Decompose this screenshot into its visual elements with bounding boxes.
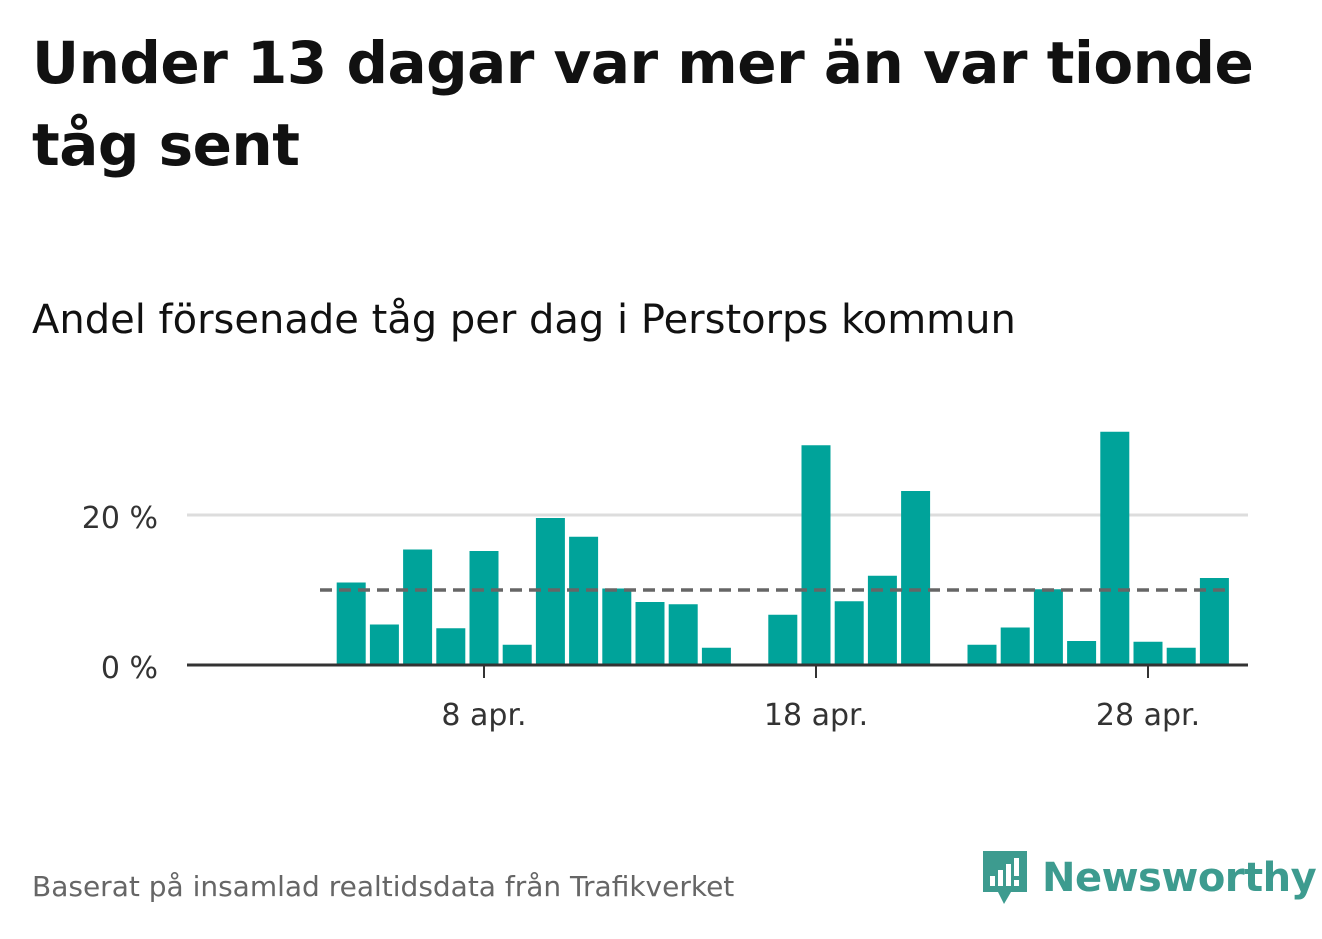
newsworthy-logo-icon bbox=[983, 851, 1027, 904]
bar-apr-30 bbox=[1199, 578, 1229, 665]
bar-apr-13 bbox=[635, 602, 665, 665]
y-tick-label: 0 % bbox=[101, 651, 158, 686]
bar-apr-26 bbox=[1067, 641, 1097, 665]
bar-apr-8 bbox=[469, 551, 499, 665]
bar-apr-9 bbox=[502, 644, 532, 665]
bar-apr-23 bbox=[967, 644, 997, 665]
bar-apr-28 bbox=[1133, 641, 1163, 665]
x-tick-label: 18 apr. bbox=[764, 698, 868, 733]
bar-apr-7 bbox=[436, 628, 466, 665]
bar-apr-29 bbox=[1166, 647, 1196, 665]
y-tick-label: 20 % bbox=[82, 501, 158, 536]
bar-apr-24 bbox=[1000, 627, 1030, 665]
bar-apr-6 bbox=[403, 549, 433, 665]
newsworthy-logo-text: Newsworthy bbox=[1042, 855, 1317, 901]
chart-title: Under 13 dagar var mer än var tionde tåg… bbox=[32, 29, 1254, 179]
bar-apr-21 bbox=[901, 491, 931, 665]
source-note: Baserat på insamlad realtidsdata från Tr… bbox=[32, 870, 735, 903]
chart-subtitle: Andel försenade tåg per dag i Perstorps … bbox=[32, 297, 1016, 343]
bar-apr-18 bbox=[801, 445, 831, 665]
newsworthy-logo: Newsworthy bbox=[980, 848, 1317, 908]
x-tick-label: 8 apr. bbox=[441, 698, 526, 733]
x-tick-label: 28 apr. bbox=[1096, 698, 1200, 733]
bar-apr-15 bbox=[701, 647, 731, 665]
bar-apr-11 bbox=[569, 536, 599, 665]
bar-apr-19 bbox=[834, 601, 864, 665]
bar-apr-14 bbox=[668, 604, 698, 665]
bar-apr-12 bbox=[602, 588, 632, 665]
bar-apr-5 bbox=[369, 624, 399, 665]
bar-apr-4 bbox=[336, 582, 366, 665]
bar-apr-25 bbox=[1033, 589, 1063, 665]
bar-apr-27 bbox=[1100, 431, 1130, 665]
bar-apr-17 bbox=[768, 614, 798, 665]
